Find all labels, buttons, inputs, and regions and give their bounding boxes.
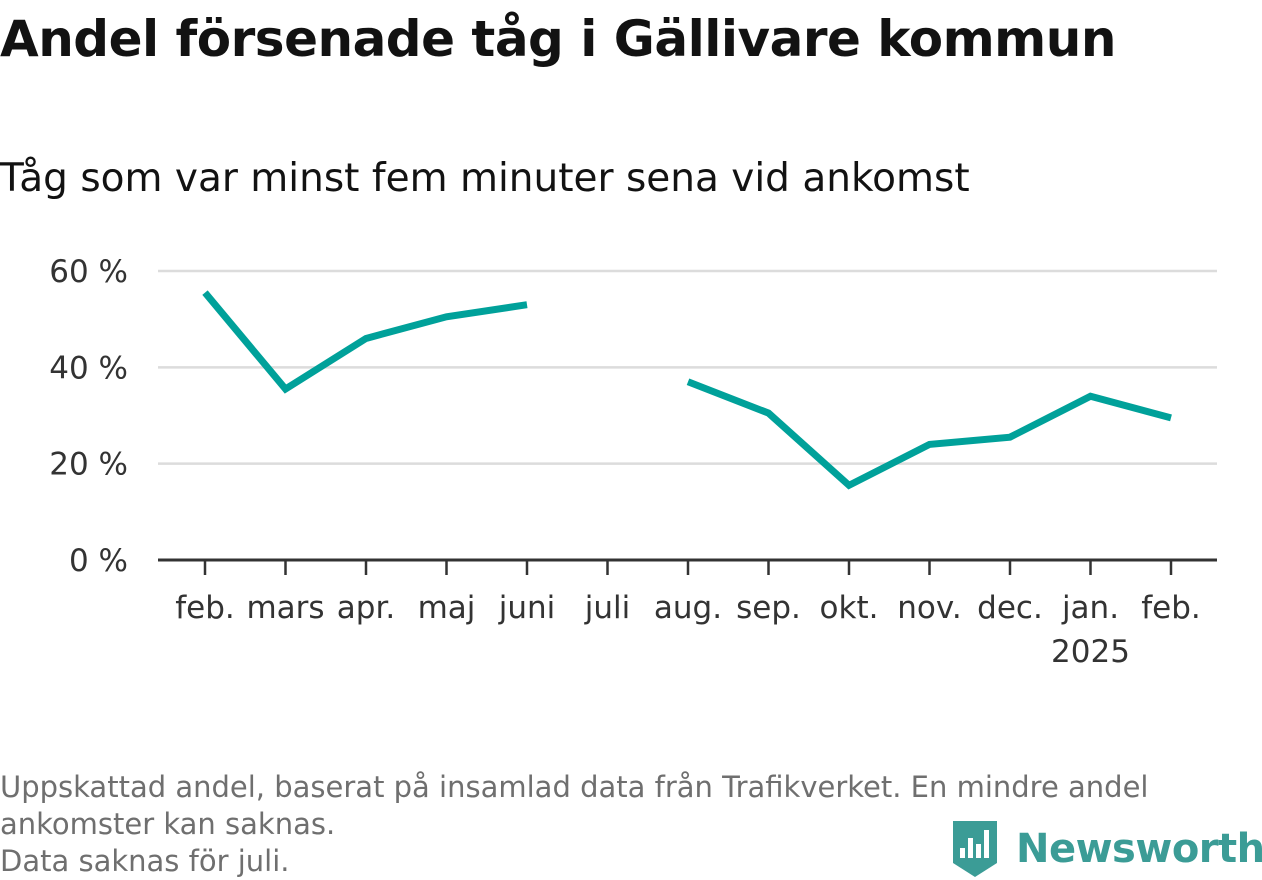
footnote-line-1: Uppskattad andel, baserat på insamlad da… [0,770,1149,804]
y-tick-label: 40 % [49,350,128,386]
x-tick-label: jan. [1061,590,1119,626]
x-tick-label: maj [418,590,476,626]
bar-chart-icon [953,821,997,877]
x-tick-label: sep. [736,590,801,626]
x-tick-label: dec. [977,590,1043,626]
y-tick-label: 20 % [49,447,128,483]
y-tick-label: 60 % [49,254,128,290]
newsworthy-logo: Newsworthy [950,818,1262,880]
x-tick-label: apr. [337,590,395,626]
x-tick-label: juni [498,590,556,626]
x-tick-label: juli [584,590,631,626]
x-tick-label: okt. [820,590,879,626]
chart-title: Andel försenade tåg i Gällivare kommun [0,10,1116,68]
y-tick-label: 0 % [69,543,128,579]
x-tick-label: feb. [175,590,235,626]
series-line [686,378,1172,490]
x-tick-label: feb. [1141,590,1201,626]
footnote: Uppskattad andel, baserat på insamlad da… [0,769,1250,880]
x-tick-label: mars [246,590,324,626]
chart-subtitle: Tåg som var minst fem minuter sena vid a… [0,156,970,201]
x-tick-label: aug. [654,590,722,626]
series-line [202,290,528,394]
x-tick-label: nov. [897,590,961,626]
line-chart: 0 % 20 % 40 % 60 % feb. mars apr. maj juni juli au… [49,254,1217,670]
brand-name: Newsworthy [1016,826,1262,872]
footnote-line-2: ankomster kan saknas. [0,807,336,841]
x-tick-sublabel: 2025 [1051,634,1130,670]
footnote-line-3: Data saknas för juli. [0,844,290,878]
